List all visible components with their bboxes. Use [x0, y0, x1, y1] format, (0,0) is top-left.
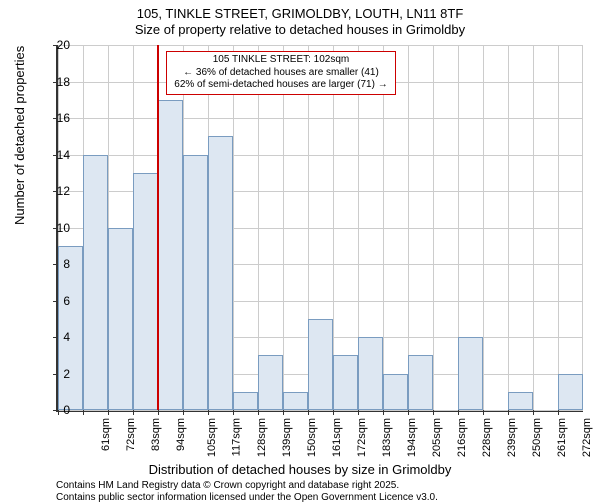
- xtick-label: 61sqm: [100, 418, 112, 451]
- ytick-label: 16: [50, 111, 70, 125]
- x-axis-label: Distribution of detached houses by size …: [0, 462, 600, 477]
- chart-title-desc: Size of property relative to detached ho…: [0, 22, 600, 37]
- xtick-mark: [158, 410, 159, 415]
- histogram-bar: [383, 374, 408, 411]
- y-axis-label: Number of detached properties: [12, 46, 27, 225]
- xtick-label: 117sqm: [230, 418, 242, 456]
- chart-title-address: 105, TINKLE STREET, GRIMOLDBY, LOUTH, LN…: [0, 6, 600, 21]
- xtick-mark: [108, 410, 109, 415]
- annotation-line3: 62% of semi-detached houses are larger (…: [171, 79, 391, 92]
- xtick-label: 94sqm: [175, 418, 187, 451]
- xtick-label: 128sqm: [256, 418, 268, 457]
- xtick-label: 161sqm: [331, 418, 343, 457]
- xtick-label: 216sqm: [456, 418, 468, 457]
- xtick-mark: [433, 410, 434, 415]
- xtick-label: 150sqm: [306, 418, 318, 457]
- xtick-label: 183sqm: [381, 418, 393, 457]
- xtick-label: 205sqm: [431, 418, 443, 457]
- ytick-label: 2: [50, 367, 70, 381]
- xtick-mark: [183, 410, 184, 415]
- xtick-label: 105sqm: [206, 418, 218, 457]
- xtick-mark: [558, 410, 559, 415]
- xtick-label: 228sqm: [481, 418, 493, 457]
- xtick-mark: [383, 410, 384, 415]
- histogram-bar: [108, 228, 133, 411]
- annotation-box: 105 TINKLE STREET: 102sqm← 36% of detach…: [166, 51, 396, 95]
- xtick-label: 239sqm: [506, 418, 518, 457]
- ytick-label: 18: [50, 75, 70, 89]
- ytick-label: 20: [50, 38, 70, 52]
- reference-line: [157, 45, 159, 410]
- gridline-v: [508, 45, 509, 410]
- gridline-v: [483, 45, 484, 410]
- xtick-mark: [458, 410, 459, 415]
- ytick-label: 10: [50, 221, 70, 235]
- xtick-label: 272sqm: [581, 418, 593, 457]
- gridline-v: [383, 45, 384, 410]
- xtick-mark: [233, 410, 234, 415]
- histogram-bar: [283, 392, 308, 410]
- xtick-mark: [208, 410, 209, 415]
- gridline-v: [558, 45, 559, 410]
- footer-copyright: Contains HM Land Registry data © Crown c…: [56, 480, 399, 491]
- histogram-bar: [458, 337, 483, 410]
- histogram-bar: [508, 392, 533, 410]
- xtick-label: 194sqm: [406, 418, 418, 457]
- xtick-label: 139sqm: [281, 418, 293, 457]
- xtick-mark: [258, 410, 259, 415]
- gridline-v: [233, 45, 234, 410]
- histogram-bar: [358, 337, 383, 410]
- xtick-mark: [533, 410, 534, 415]
- plot-area: 105 TINKLE STREET: 102sqm← 36% of detach…: [56, 45, 583, 412]
- histogram-bar: [208, 136, 233, 410]
- histogram-bar: [308, 319, 333, 410]
- ytick-label: 6: [50, 294, 70, 308]
- histogram-bar: [233, 392, 258, 410]
- gridline-h: [58, 410, 583, 411]
- ytick-label: 8: [50, 257, 70, 271]
- ytick-label: 0: [50, 403, 70, 417]
- gridline-h: [58, 155, 583, 156]
- histogram-bar: [83, 155, 108, 411]
- gridline-h: [58, 118, 583, 119]
- xtick-label: 261sqm: [556, 418, 568, 457]
- xtick-label: 72sqm: [125, 418, 137, 451]
- annotation-line1: 105 TINKLE STREET: 102sqm: [171, 54, 391, 67]
- histogram-bar: [183, 155, 208, 411]
- xtick-label: 172sqm: [356, 418, 368, 457]
- xtick-mark: [508, 410, 509, 415]
- xtick-mark: [358, 410, 359, 415]
- histogram-bar: [558, 374, 583, 411]
- xtick-label: 250sqm: [531, 418, 543, 457]
- histogram-bar: [408, 355, 433, 410]
- histogram-bar: [133, 173, 158, 410]
- xtick-mark: [283, 410, 284, 415]
- xtick-mark: [333, 410, 334, 415]
- ytick-label: 4: [50, 330, 70, 344]
- gridline-h: [58, 45, 583, 46]
- xtick-label: 83sqm: [150, 418, 162, 451]
- xtick-mark: [308, 410, 309, 415]
- xtick-mark: [408, 410, 409, 415]
- footer-licence: Contains public sector information licen…: [56, 492, 438, 503]
- ytick-label: 12: [50, 184, 70, 198]
- gridline-v: [433, 45, 434, 410]
- xtick-mark: [133, 410, 134, 415]
- annotation-line2: ← 36% of detached houses are smaller (41…: [171, 67, 391, 80]
- gridline-v: [283, 45, 284, 410]
- gridline-v: [582, 45, 583, 410]
- xtick-mark: [483, 410, 484, 415]
- ytick-label: 14: [50, 148, 70, 162]
- gridline-v: [533, 45, 534, 410]
- xtick-mark: [83, 410, 84, 415]
- chart-container: 105, TINKLE STREET, GRIMOLDBY, LOUTH, LN…: [0, 0, 600, 500]
- histogram-bar: [158, 100, 183, 410]
- histogram-bar: [333, 355, 358, 410]
- histogram-bar: [258, 355, 283, 410]
